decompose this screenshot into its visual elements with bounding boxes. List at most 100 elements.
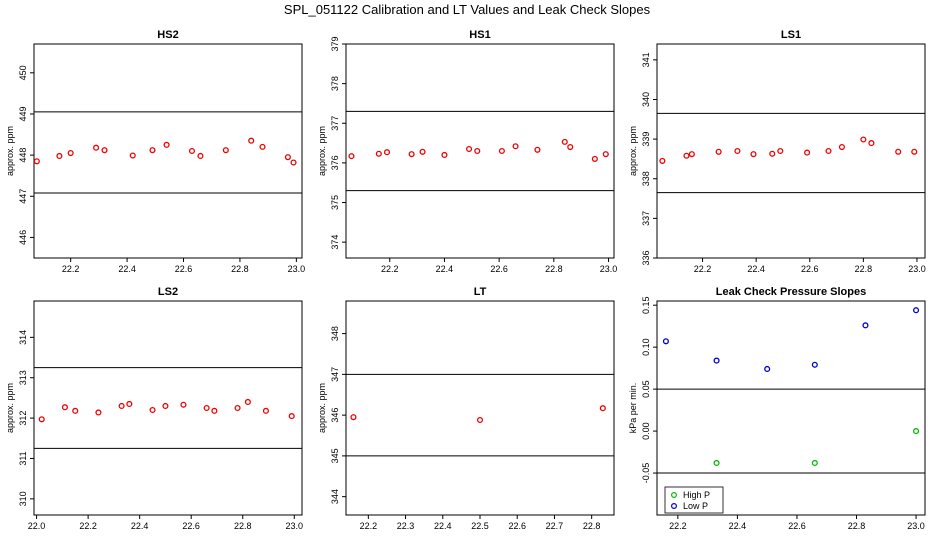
data-point	[777, 147, 784, 155]
data-point	[466, 145, 473, 153]
x-tick-label: 22.8	[848, 521, 866, 531]
data-point	[713, 357, 720, 364]
x-tick-label: 23.0	[907, 521, 925, 531]
panel-title: LS1	[781, 29, 801, 41]
x-tick-label: 22.2	[79, 521, 97, 531]
x-tick-label: 22.7	[546, 521, 564, 531]
data-point	[259, 143, 266, 150]
data-point	[93, 144, 100, 151]
data-point	[290, 159, 297, 166]
x-tick-label: 22.8	[234, 521, 252, 531]
data-point	[188, 147, 196, 155]
data-point	[149, 147, 156, 154]
data-point	[163, 141, 170, 148]
plot-frame	[345, 43, 615, 259]
y-tick-label: 314	[18, 330, 28, 345]
y-tick-label: 346	[330, 408, 340, 423]
data-point	[129, 152, 136, 159]
data-point	[662, 338, 669, 345]
y-axis-label: approx. ppm	[5, 126, 15, 176]
panel-title: HS1	[469, 29, 490, 41]
data-point	[512, 143, 519, 150]
y-tick-label: 375	[330, 195, 340, 210]
data-point	[38, 416, 45, 423]
plot-frame	[345, 300, 615, 516]
data-point	[498, 147, 505, 155]
data-point	[713, 459, 720, 467]
y-tick-label: 345	[330, 448, 340, 463]
data-point	[561, 138, 568, 145]
y-tick-label: 378	[330, 76, 340, 91]
x-tick-label: 22.2	[669, 521, 687, 531]
panels: HS2 approx. ppm 22.2 22.4 22.6 22.8 23.0 446 447…	[5, 29, 926, 531]
data-point	[811, 459, 818, 467]
y-tick-label: 379	[330, 36, 340, 51]
y-tick-label: 347	[330, 367, 340, 382]
data-point	[95, 409, 102, 416]
x-tick-label: 22.6	[175, 264, 193, 274]
data-point	[474, 147, 481, 155]
data-point	[769, 150, 776, 157]
y-axis-label: approx. ppm	[5, 383, 15, 433]
data-point	[56, 152, 63, 159]
data-point	[33, 158, 40, 165]
data-point	[567, 143, 574, 151]
y-tick-label: 348	[330, 326, 340, 341]
panel-title: LT	[474, 286, 487, 298]
y-tick-label: 338	[641, 171, 651, 186]
figure-title: SPL_051122 Calibration and LT Values and…	[284, 2, 651, 17]
plot-frame	[656, 43, 926, 259]
data-point	[162, 402, 169, 410]
panel-0: HS2 approx. ppm 22.2 22.4 22.6 22.8 23.0 446 447…	[5, 29, 305, 274]
data-point	[534, 146, 541, 153]
data-point	[262, 407, 269, 414]
x-tick-label: 22.8	[545, 264, 563, 274]
x-tick-label: 22.6	[801, 264, 819, 274]
data-point	[476, 416, 484, 424]
data-point	[211, 407, 218, 414]
data-point	[683, 152, 690, 159]
y-tick-label: 447	[18, 189, 28, 204]
y-tick-label: 311	[18, 451, 28, 465]
y-axis-label: approx. ppm	[317, 126, 327, 176]
data-point	[838, 143, 845, 151]
data-point	[101, 147, 108, 154]
plot-frame	[33, 300, 303, 516]
data-point	[811, 361, 818, 368]
data-point	[688, 151, 695, 158]
x-tick-label: 22.4	[131, 521, 149, 531]
y-tick-label: 448	[18, 148, 28, 163]
y-tick-label: 446	[18, 230, 28, 245]
x-tick-label: 22.8	[231, 264, 249, 274]
data-point	[862, 322, 869, 329]
data-point	[441, 151, 448, 159]
plot-frame	[656, 300, 926, 516]
data-point	[234, 404, 241, 412]
x-tick-label: 22.3	[397, 521, 415, 531]
panel-2: LS1 approx. ppm 22.2 22.4 22.6 22.8 23.0 336 337…	[628, 29, 926, 274]
y-tick-label: 313	[18, 370, 28, 385]
x-tick-label: 22.8	[583, 521, 601, 531]
plot-frame	[33, 43, 303, 259]
legend-marker	[670, 503, 677, 510]
data-point	[868, 140, 875, 147]
x-tick-label: 22.6	[788, 521, 806, 531]
data-point	[599, 405, 606, 412]
data-point	[149, 406, 156, 414]
panel-4: LT approx. ppm 22.2 22.3 22.4 22.5 22.6 22.7 22.…	[317, 286, 615, 531]
x-tick-label: 23.0	[286, 521, 304, 531]
x-tick-label: 22.0	[28, 521, 46, 531]
y-tick-label: 344	[330, 489, 340, 504]
data-point	[408, 151, 415, 158]
y-tick-label: 0.10	[641, 338, 651, 356]
x-tick-label: 23.0	[288, 264, 306, 274]
x-tick-label: 22.4	[747, 264, 765, 274]
legend-label: High P	[683, 490, 710, 500]
x-tick-label: 22.4	[436, 264, 454, 274]
panel-3: LS2 approx. ppm 22.0 22.2 22.4 22.6 22.8 23.0 31…	[5, 286, 303, 531]
panel-title: HS2	[157, 29, 178, 41]
data-point	[350, 414, 357, 421]
panel-title: Leak Check Pressure Slopes	[716, 286, 866, 298]
y-tick-label: 450	[18, 65, 28, 80]
